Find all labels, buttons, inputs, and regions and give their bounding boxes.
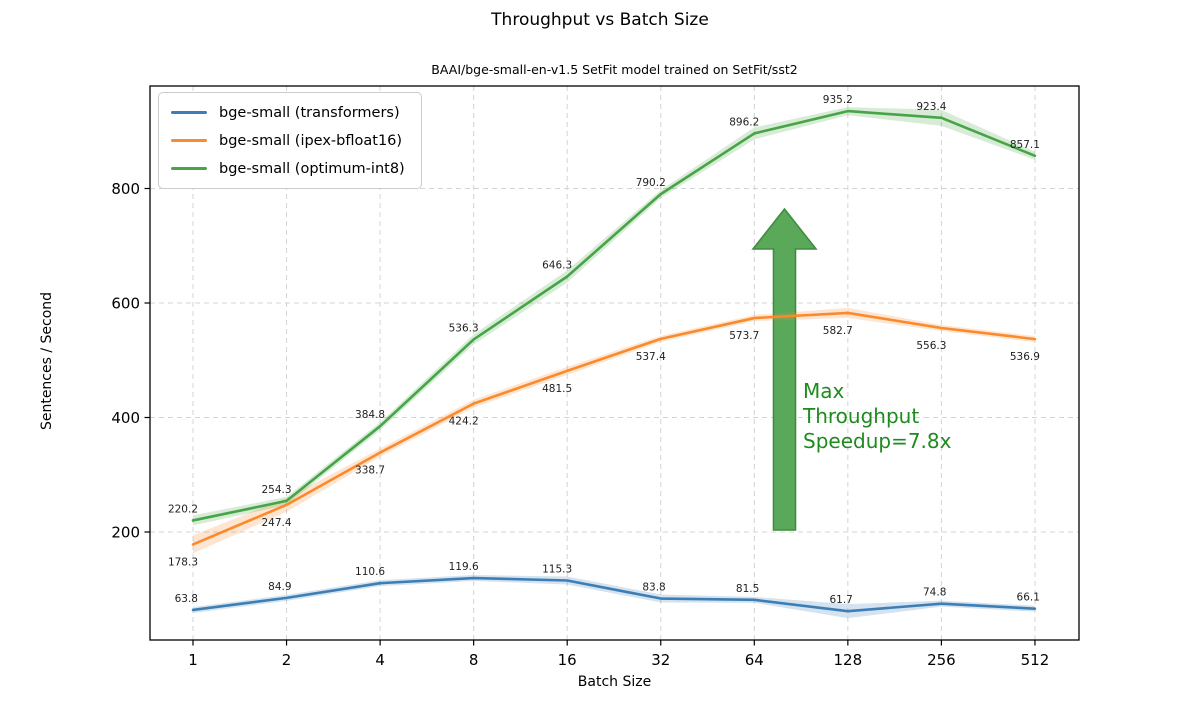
y-axis-label: Sentences / Second (39, 291, 55, 431)
series-band-0 (193, 575, 1035, 619)
legend-label-ipex-bfloat16: bge-small (ipex-bfloat16) (219, 132, 403, 149)
x-axis-label: Batch Size (577, 674, 652, 690)
point-label: 935.2 (823, 94, 853, 106)
point-label: 178.3 (168, 556, 198, 568)
legend: bge-small (transformers) bge-small (ipex… (158, 92, 422, 189)
point-label: 81.5 (736, 583, 759, 595)
legend-item-ipex-bfloat16: bge-small (ipex-bfloat16) (171, 130, 405, 151)
point-label: 83.8 (642, 582, 665, 594)
point-label: 537.4 (636, 351, 666, 363)
point-label: 556.3 (916, 340, 946, 352)
point-label: 84.9 (268, 581, 291, 593)
speedup-arrow (751, 207, 818, 531)
legend-label-transformers: bge-small (transformers) (219, 104, 400, 121)
series-point-labels-1: 178.3 247.4 338.7 424.2 481.5 537.4 573.7 582.7… (168, 325, 1040, 569)
legend-swatch-ipex-bfloat16 (171, 139, 207, 142)
point-label: 857.1 (1010, 139, 1040, 151)
x-tick-label: 4 (375, 651, 385, 669)
point-label: 119.6 (449, 561, 479, 573)
series-line-1 (191, 311, 1037, 546)
point-label: 536.3 (449, 322, 479, 334)
legend-swatch-transformers (171, 111, 207, 114)
point-label: 424.2 (449, 416, 479, 428)
legend-item-optimum-int8: bge-small (optimum-int8) (171, 158, 405, 179)
point-label: 536.9 (1010, 351, 1040, 363)
point-label: 896.2 (729, 116, 759, 128)
series-point-labels-0: 63.8 84.9 110.6 119.6 115.3 83.8 81.5 61.7 74.8 6… (175, 561, 1040, 606)
legend-item-transformers: bge-small (transformers) (171, 102, 405, 123)
annotation-line: Throughput (802, 404, 919, 428)
point-label: 220.2 (168, 503, 198, 515)
y-tick-label: 400 (111, 409, 140, 427)
point-label: 63.8 (175, 593, 198, 605)
point-label: 573.7 (729, 330, 759, 342)
y-tick-labels: 200 400 600 800 (111, 180, 140, 542)
point-label: 481.5 (542, 383, 572, 395)
x-tick-label: 256 (927, 651, 956, 669)
axes-frame (149, 85, 1080, 641)
point-label: 923.4 (916, 101, 946, 113)
y-tick-label: 800 (111, 180, 140, 198)
y-tick-label: 200 (111, 524, 140, 542)
x-tick-label: 64 (745, 651, 764, 669)
chart-subtitle: BAAI/bge-small-en-v1.5 SetFit model trai… (431, 62, 798, 77)
point-label: 110.6 (355, 566, 385, 578)
x-tick-label: 16 (558, 651, 577, 669)
x-tick-label: 1 (188, 651, 198, 669)
x-tick-label: 512 (1021, 651, 1050, 669)
point-label: 115.3 (542, 563, 572, 575)
x-tick-labels: 1 2 4 8 16 32 64 128 256 512 (188, 651, 1049, 669)
point-label: 74.8 (923, 587, 946, 599)
annotation-line: Max (803, 379, 845, 403)
y-tick-label: 600 (111, 295, 140, 313)
point-label: 61.7 (829, 594, 852, 606)
point-label: 384.8 (355, 409, 385, 421)
point-label: 790.2 (636, 177, 666, 189)
gridlines (150, 86, 1079, 640)
legend-swatch-optimum-int8 (171, 167, 207, 170)
series-line-2 (191, 109, 1037, 522)
point-label: 66.1 (1017, 592, 1040, 604)
point-label: 338.7 (355, 465, 385, 477)
series-band-1 (193, 307, 1035, 554)
point-label: 582.7 (823, 325, 853, 337)
point-label: 646.3 (542, 259, 572, 271)
point-label: 254.3 (261, 484, 291, 496)
x-tick-label: 8 (469, 651, 479, 669)
series-line-0 (191, 576, 1037, 613)
legend-label-optimum-int8: bge-small (optimum-int8) (219, 160, 405, 177)
point-label: 247.4 (261, 517, 291, 529)
chart-title: Throughput vs Batch Size (491, 10, 709, 30)
series-point-labels-2: 220.2 254.3 384.8 536.3 646.3 790.2 896.2 935.2… (168, 94, 1040, 515)
x-tick-label: 32 (651, 651, 670, 669)
x-tick-label: 2 (282, 651, 292, 669)
x-tick-label: 128 (834, 651, 863, 669)
annotation-line: Speedup=7.8x (803, 429, 952, 453)
tick-marks (144, 187, 1036, 646)
